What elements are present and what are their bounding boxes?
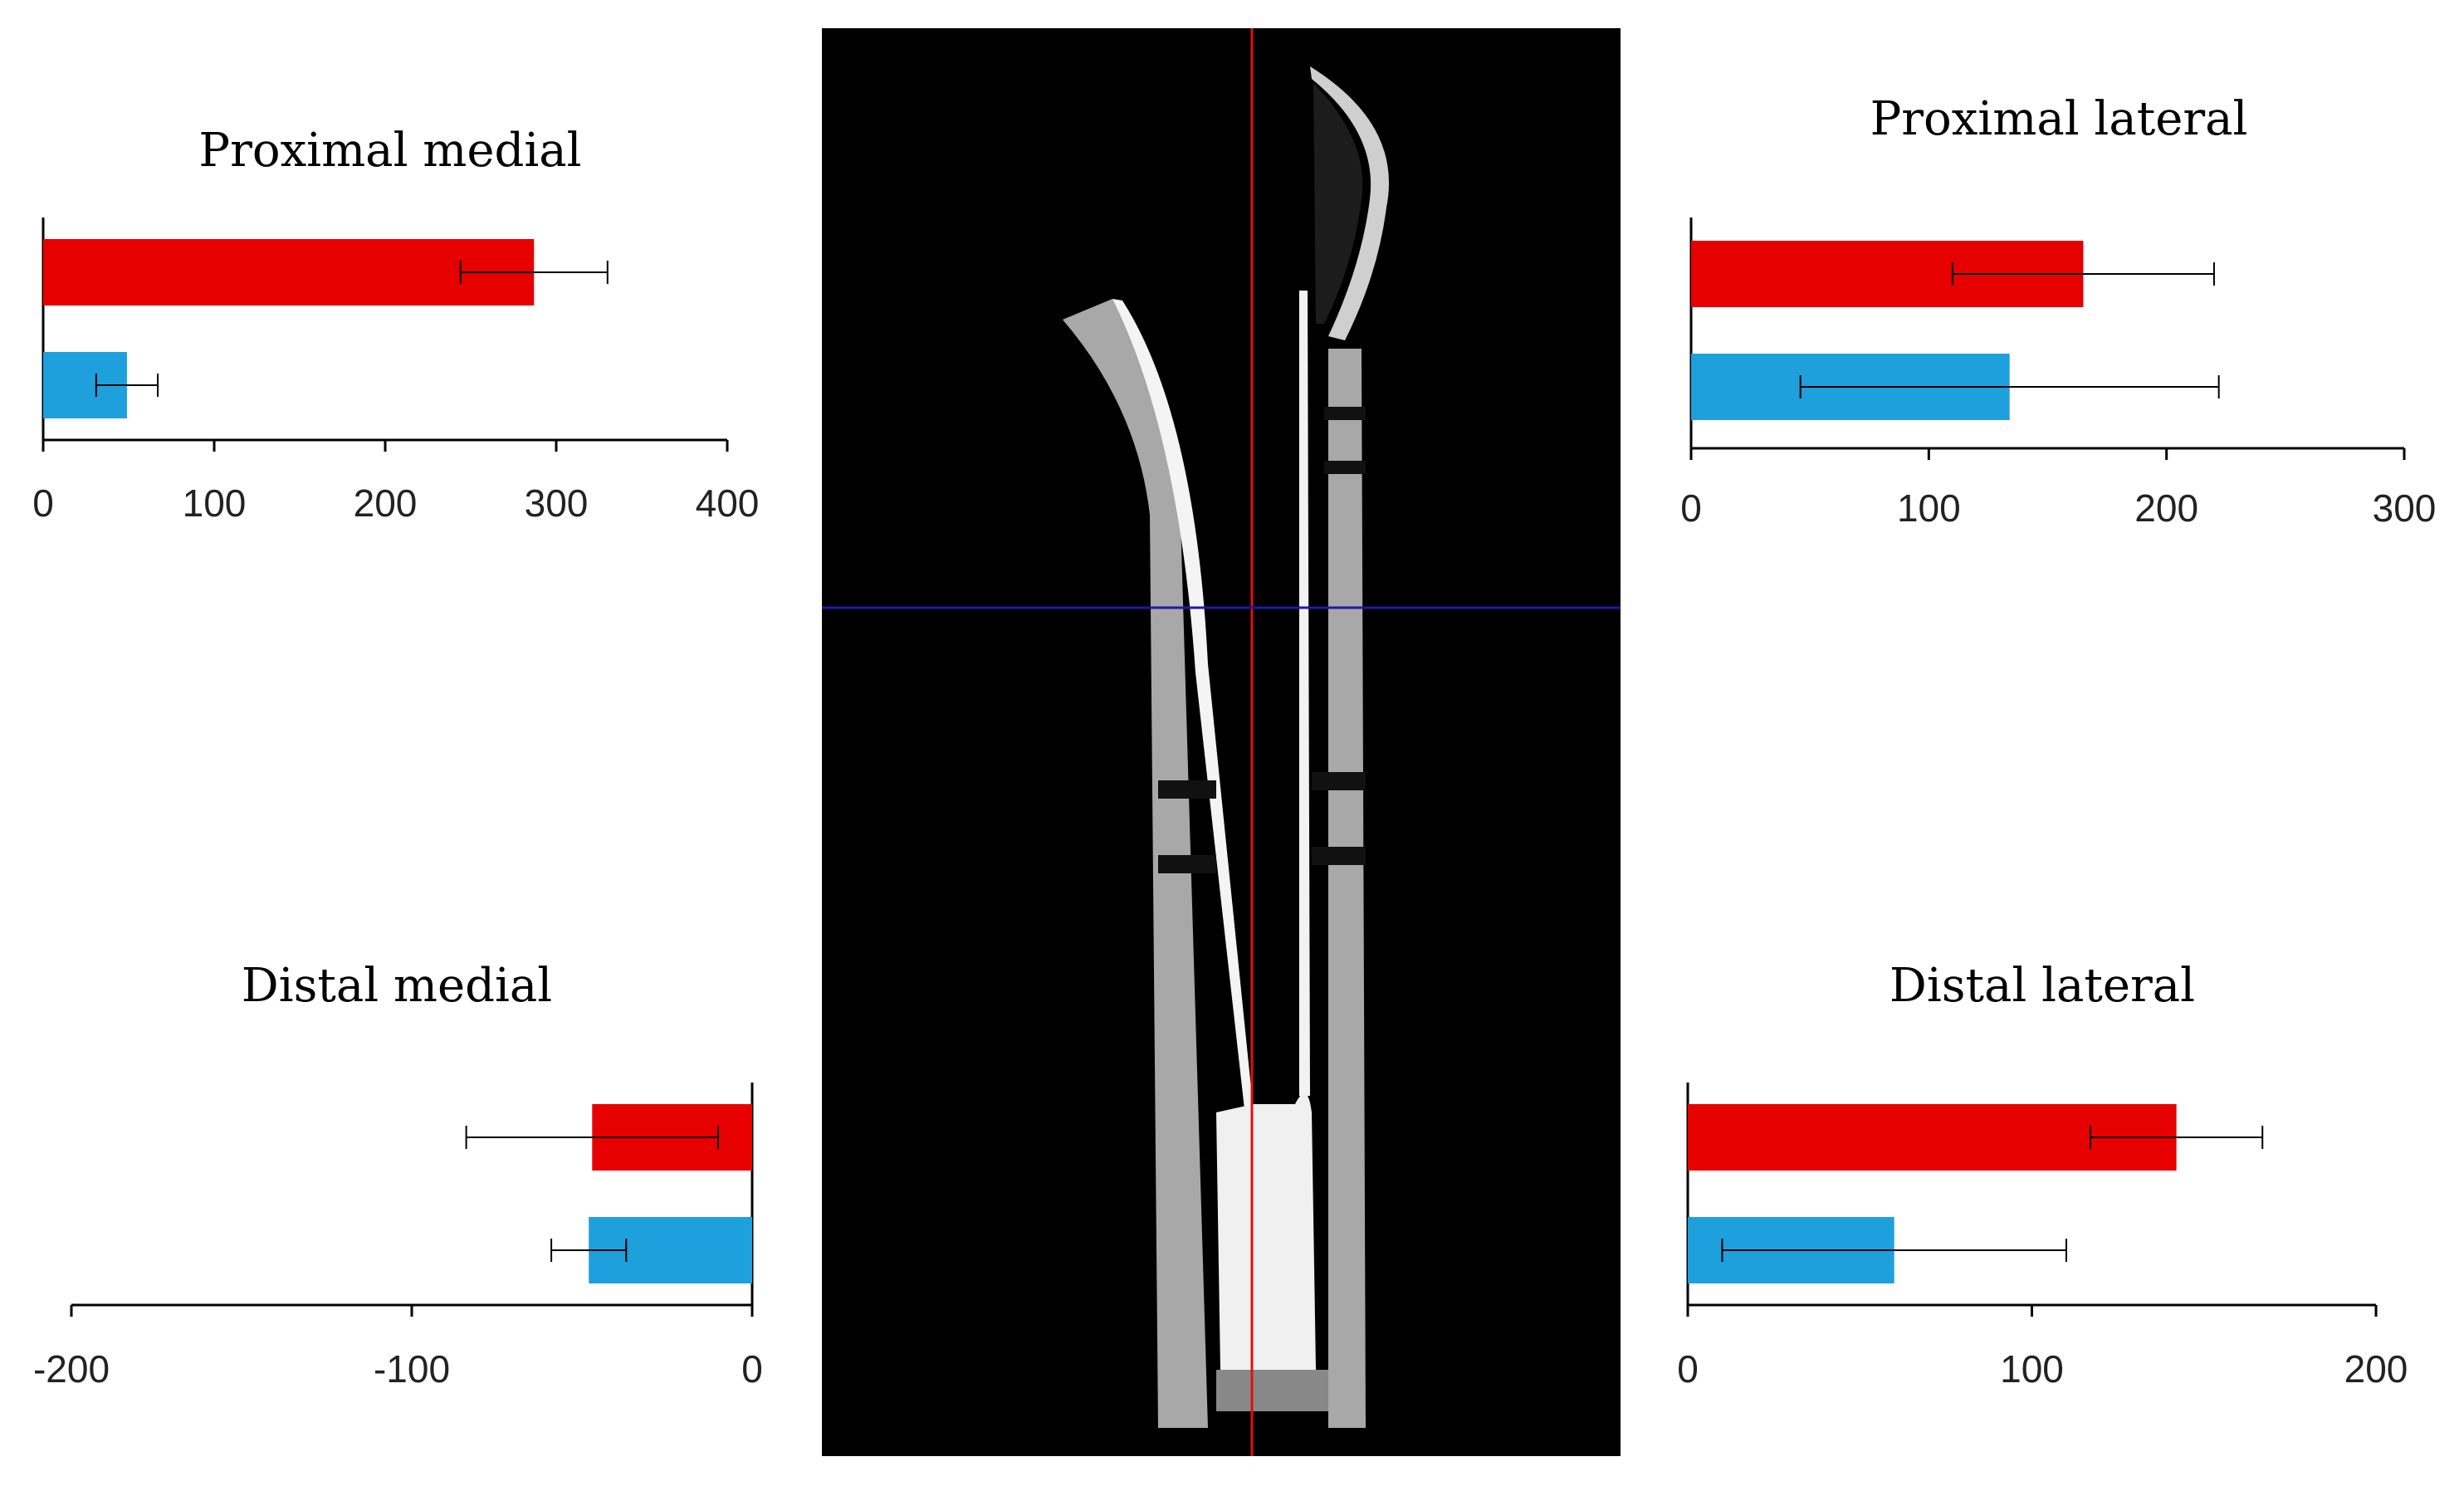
x-tick-label: 0	[1677, 1347, 1699, 1391]
chart-title: Proximal lateral	[1870, 92, 2248, 146]
chart-title: Distal medial	[242, 959, 552, 1013]
ct-bone-right	[1328, 349, 1366, 1428]
ct-band	[1312, 847, 1366, 865]
chart-title: Proximal medial	[198, 124, 581, 178]
ct-cortex-right	[1299, 291, 1310, 1096]
ct-lower-white	[1216, 1093, 1316, 1370]
ct-band	[1158, 780, 1216, 799]
x-tick-label: -200	[33, 1347, 110, 1391]
x-tick-label: 300	[2373, 486, 2437, 530]
x-tick-label: 100	[2000, 1347, 2064, 1391]
chart-distal-medial: Distal medial -200 -100 0	[33, 959, 763, 1391]
chart-distal-lateral: Distal lateral 0 100 200	[1677, 959, 2408, 1391]
ct-head-outline	[1310, 66, 1390, 340]
ct-band	[1324, 407, 1366, 420]
x-tick-label: -100	[374, 1347, 450, 1391]
x-tick-label: 200	[2344, 1347, 2408, 1391]
x-tick-label: 0	[32, 481, 54, 525]
x-tick-label: 100	[1897, 486, 1961, 530]
ct-head-inner	[1313, 83, 1363, 324]
chart-proximal-medial: Proximal medial 0 100 200 300 400	[32, 124, 759, 525]
ct-scan-image	[822, 28, 1621, 1456]
chart-proximal-lateral: Proximal lateral 0 100 200 300	[1680, 92, 2436, 530]
x-tick-label: 100	[183, 481, 247, 525]
ct-band	[1312, 772, 1366, 790]
x-tick-label: 400	[696, 481, 760, 525]
chart-title: Distal lateral	[1890, 959, 2195, 1013]
ct-cortex-left	[1112, 299, 1254, 1117]
ct-band	[1324, 461, 1366, 474]
ct-band	[1158, 855, 1216, 873]
x-tick-label: 200	[354, 481, 418, 525]
x-tick-label: 0	[741, 1347, 763, 1391]
ct-base	[1216, 1370, 1328, 1411]
x-tick-label: 300	[525, 481, 589, 525]
x-tick-label: 200	[2134, 486, 2198, 530]
bar	[43, 239, 535, 306]
ct-bone-left	[1063, 299, 1208, 1428]
x-tick-label: 0	[1680, 486, 1702, 530]
